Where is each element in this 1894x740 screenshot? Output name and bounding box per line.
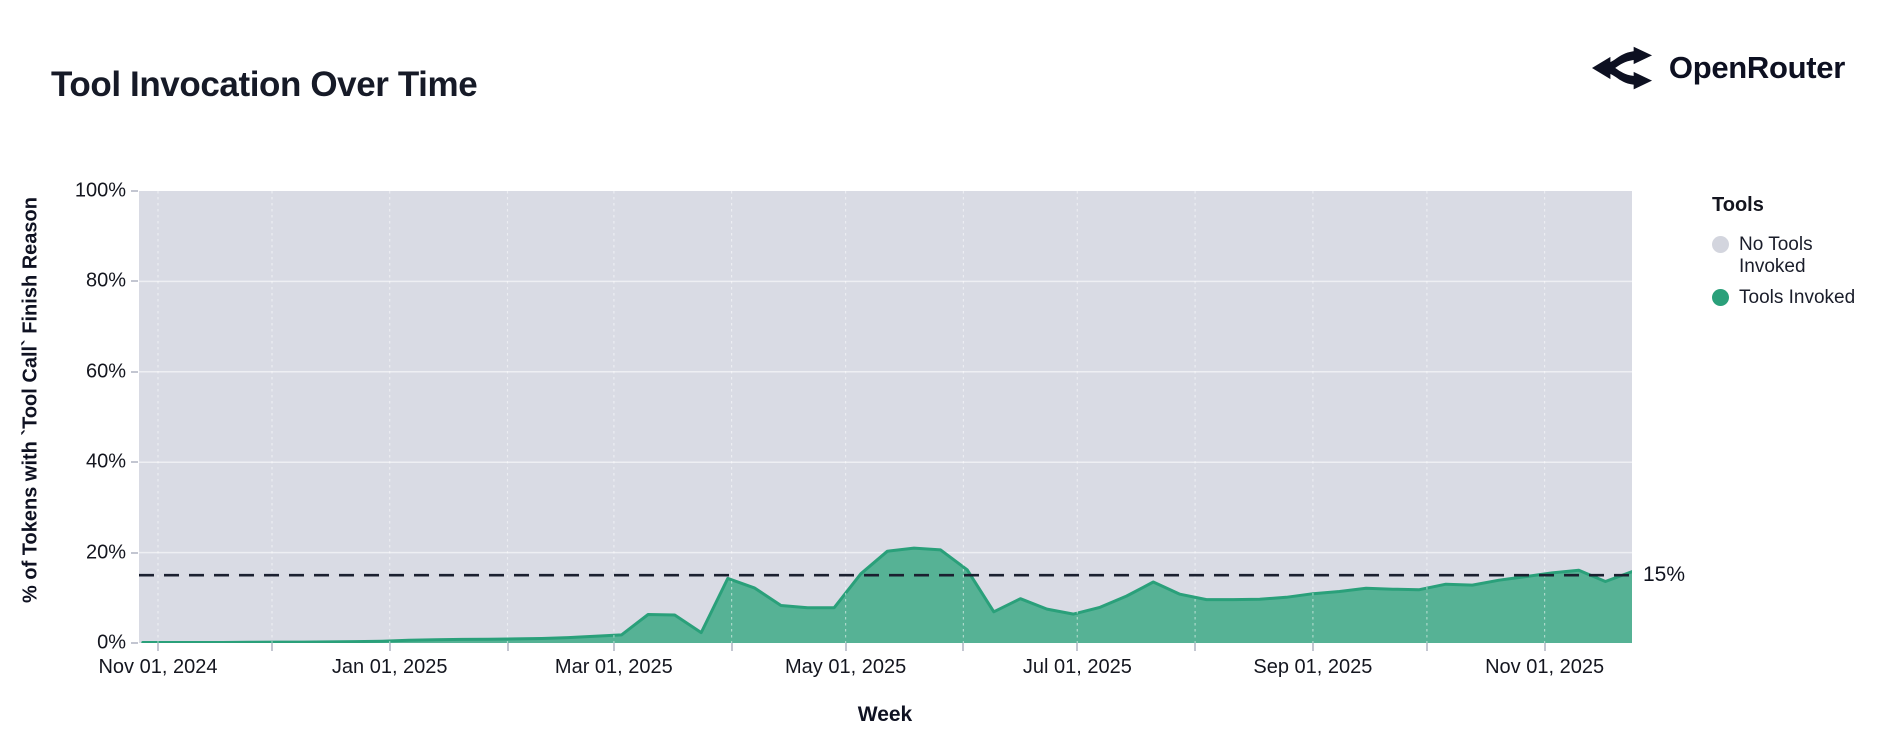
- x-tick-label: Jan 01, 2025: [331, 656, 448, 678]
- x-tick-mark: [1076, 643, 1079, 651]
- y-tick-label: 100%: [74, 179, 126, 202]
- page-title: Tool Invocation Over Time: [51, 65, 478, 105]
- legend-title: Tools: [1712, 194, 1764, 216]
- legend-swatch: [1712, 236, 1729, 253]
- openrouter-icon: [1591, 44, 1654, 92]
- x-tick-mark: [1194, 643, 1197, 651]
- x-tick-mark: [612, 643, 615, 651]
- x-tick-label: Nov 01, 2025: [1485, 656, 1605, 678]
- x-tick-mark: [844, 643, 847, 651]
- x-tick-label: Jul 01, 2025: [1022, 656, 1132, 678]
- x-tick-mark: [270, 643, 273, 651]
- reference-line-label: 15%: [1643, 563, 1686, 586]
- x-tick-mark: [1311, 643, 1314, 651]
- x-tick-label: Sep 01, 2025: [1253, 656, 1373, 678]
- x-tick-label: May 01, 2025: [785, 656, 907, 678]
- legend-item-label: Tools Invoked: [1739, 287, 1856, 309]
- y-tick-mark: [131, 190, 138, 192]
- openrouter-logo: OpenRouter: [1591, 44, 1845, 92]
- y-tick-label: 80%: [85, 269, 126, 292]
- y-tick-label: 0%: [97, 631, 126, 654]
- plot-area[interactable]: [139, 191, 1632, 643]
- x-tick-mark: [388, 643, 391, 651]
- x-axis-title: Week: [857, 703, 913, 726]
- y-tick-mark: [131, 642, 138, 644]
- y-tick-mark: [131, 551, 138, 554]
- y-tick-mark: [131, 461, 138, 464]
- brand-name: OpenRouter: [1668, 50, 1845, 85]
- area-chart-canvas: [139, 191, 1632, 643]
- y-tick-mark: [131, 280, 138, 283]
- x-tick-mark: [962, 643, 965, 651]
- x-tick-mark: [1543, 643, 1546, 651]
- y-tick-label: 60%: [85, 360, 126, 383]
- x-tick-mark: [506, 643, 509, 651]
- x-tick-mark: [730, 643, 733, 651]
- legend-item[interactable]: No Tools Invoked: [1712, 234, 1890, 277]
- x-tick-mark: [156, 643, 159, 651]
- legend-item-label: No Tools Invoked: [1739, 234, 1813, 277]
- legend: Tools No Tools Invoked Tools Invoked: [1712, 194, 1890, 319]
- y-tick-label: 20%: [85, 541, 126, 564]
- y-tick-label: 40%: [85, 450, 126, 473]
- legend-item[interactable]: Tools Invoked: [1712, 287, 1890, 309]
- x-tick-label: Nov 01, 2024: [98, 656, 218, 678]
- x-tick-mark: [1425, 643, 1428, 651]
- y-tick-mark: [131, 370, 138, 373]
- legend-swatch: [1712, 289, 1729, 307]
- x-tick-label: Mar 01, 2025: [554, 656, 673, 678]
